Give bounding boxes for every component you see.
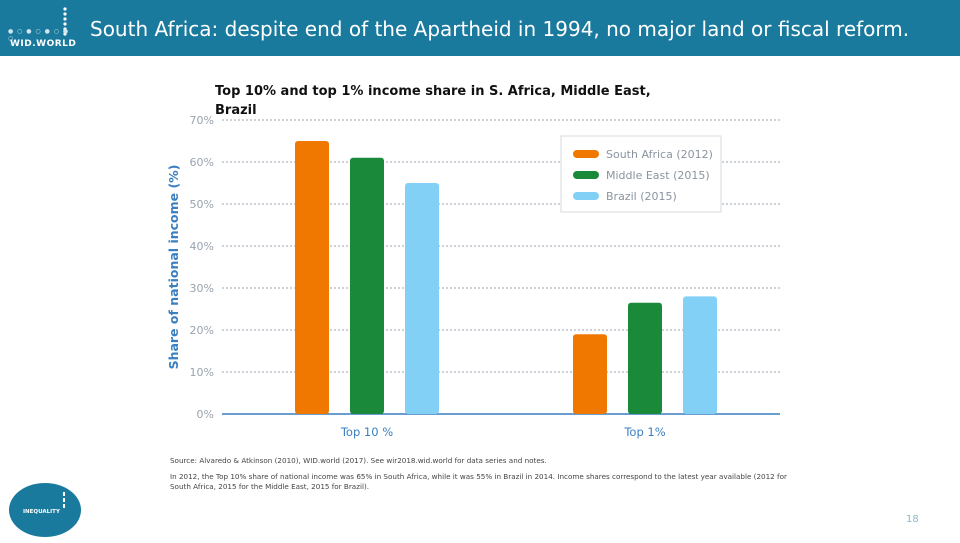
y-tick-label: 40%	[190, 240, 214, 253]
bar-chart: 0% 10% 20% 30% 40% 50% 60% 70% Top 10 % Top 1% S…	[166, 114, 780, 439]
bar	[295, 141, 329, 414]
x-tick-label: Top 10 %	[340, 425, 393, 439]
legend-label: South Africa (2012)	[606, 148, 713, 161]
world-inequality-lab-logo: INEQUALITY	[8, 482, 82, 538]
logo-dot-row: ● ○ ● ○ ● ○ ● ○	[8, 28, 70, 42]
source-line: Source: Alvaredo & Atkinson (2010), WID.…	[170, 456, 547, 465]
lab-logo-graphic: INEQUALITY	[9, 483, 81, 537]
y-tick-label: 50%	[190, 198, 214, 211]
bar	[350, 157, 384, 415]
x-axis-ticks: Top 10 % Top 1%	[340, 425, 666, 439]
source-note: In 2012, the Top 10% share of national i…	[170, 472, 787, 491]
chart-legend: South Africa (2012) Middle East (2015) Bra…	[560, 135, 722, 213]
wid-world-logo: ● ○ ● ○ ● ○ ● ○ WID.WORLD	[6, 4, 77, 52]
logo-text: WID.WORLD	[10, 39, 77, 49]
legend-swatch	[573, 150, 599, 158]
page-number: 18	[906, 514, 919, 525]
bar	[683, 296, 717, 414]
chart-bars	[295, 141, 717, 415]
x-tick-label: Top 1%	[623, 425, 665, 439]
legend-label: Brazil (2015)	[606, 190, 677, 203]
y-tick-label: 30%	[190, 282, 214, 295]
y-tick-label: 20%	[190, 324, 214, 337]
slide-title: South Africa: despite end of the Aparthe…	[90, 17, 910, 41]
y-axis-label: Share of national income (%)	[166, 165, 181, 370]
header-bar: ● ○ ● ○ ● ○ ● ○ WID.WORLD South Africa: …	[0, 0, 960, 56]
legend-swatch	[573, 192, 599, 200]
legend-label: Middle East (2015)	[606, 169, 710, 182]
bar	[628, 302, 662, 414]
y-axis-ticks: 0% 10% 20% 30% 40% 50% 60% 70%	[190, 114, 214, 421]
bar	[405, 183, 439, 414]
y-tick-label: 70%	[190, 114, 214, 127]
wid-logo-graphic	[63, 7, 67, 36]
bar	[573, 334, 607, 414]
legend-swatch	[573, 171, 599, 179]
chart-title: Top 10% and top 1% income share in S. Af…	[215, 84, 651, 118]
y-tick-label: 60%	[190, 156, 214, 169]
y-tick-label: 0%	[197, 408, 214, 421]
y-tick-label: 10%	[190, 366, 214, 379]
source-notes: Source: Alvaredo & Atkinson (2010), WID.…	[170, 456, 790, 498]
lab-logo-text: INEQUALITY	[23, 509, 61, 515]
